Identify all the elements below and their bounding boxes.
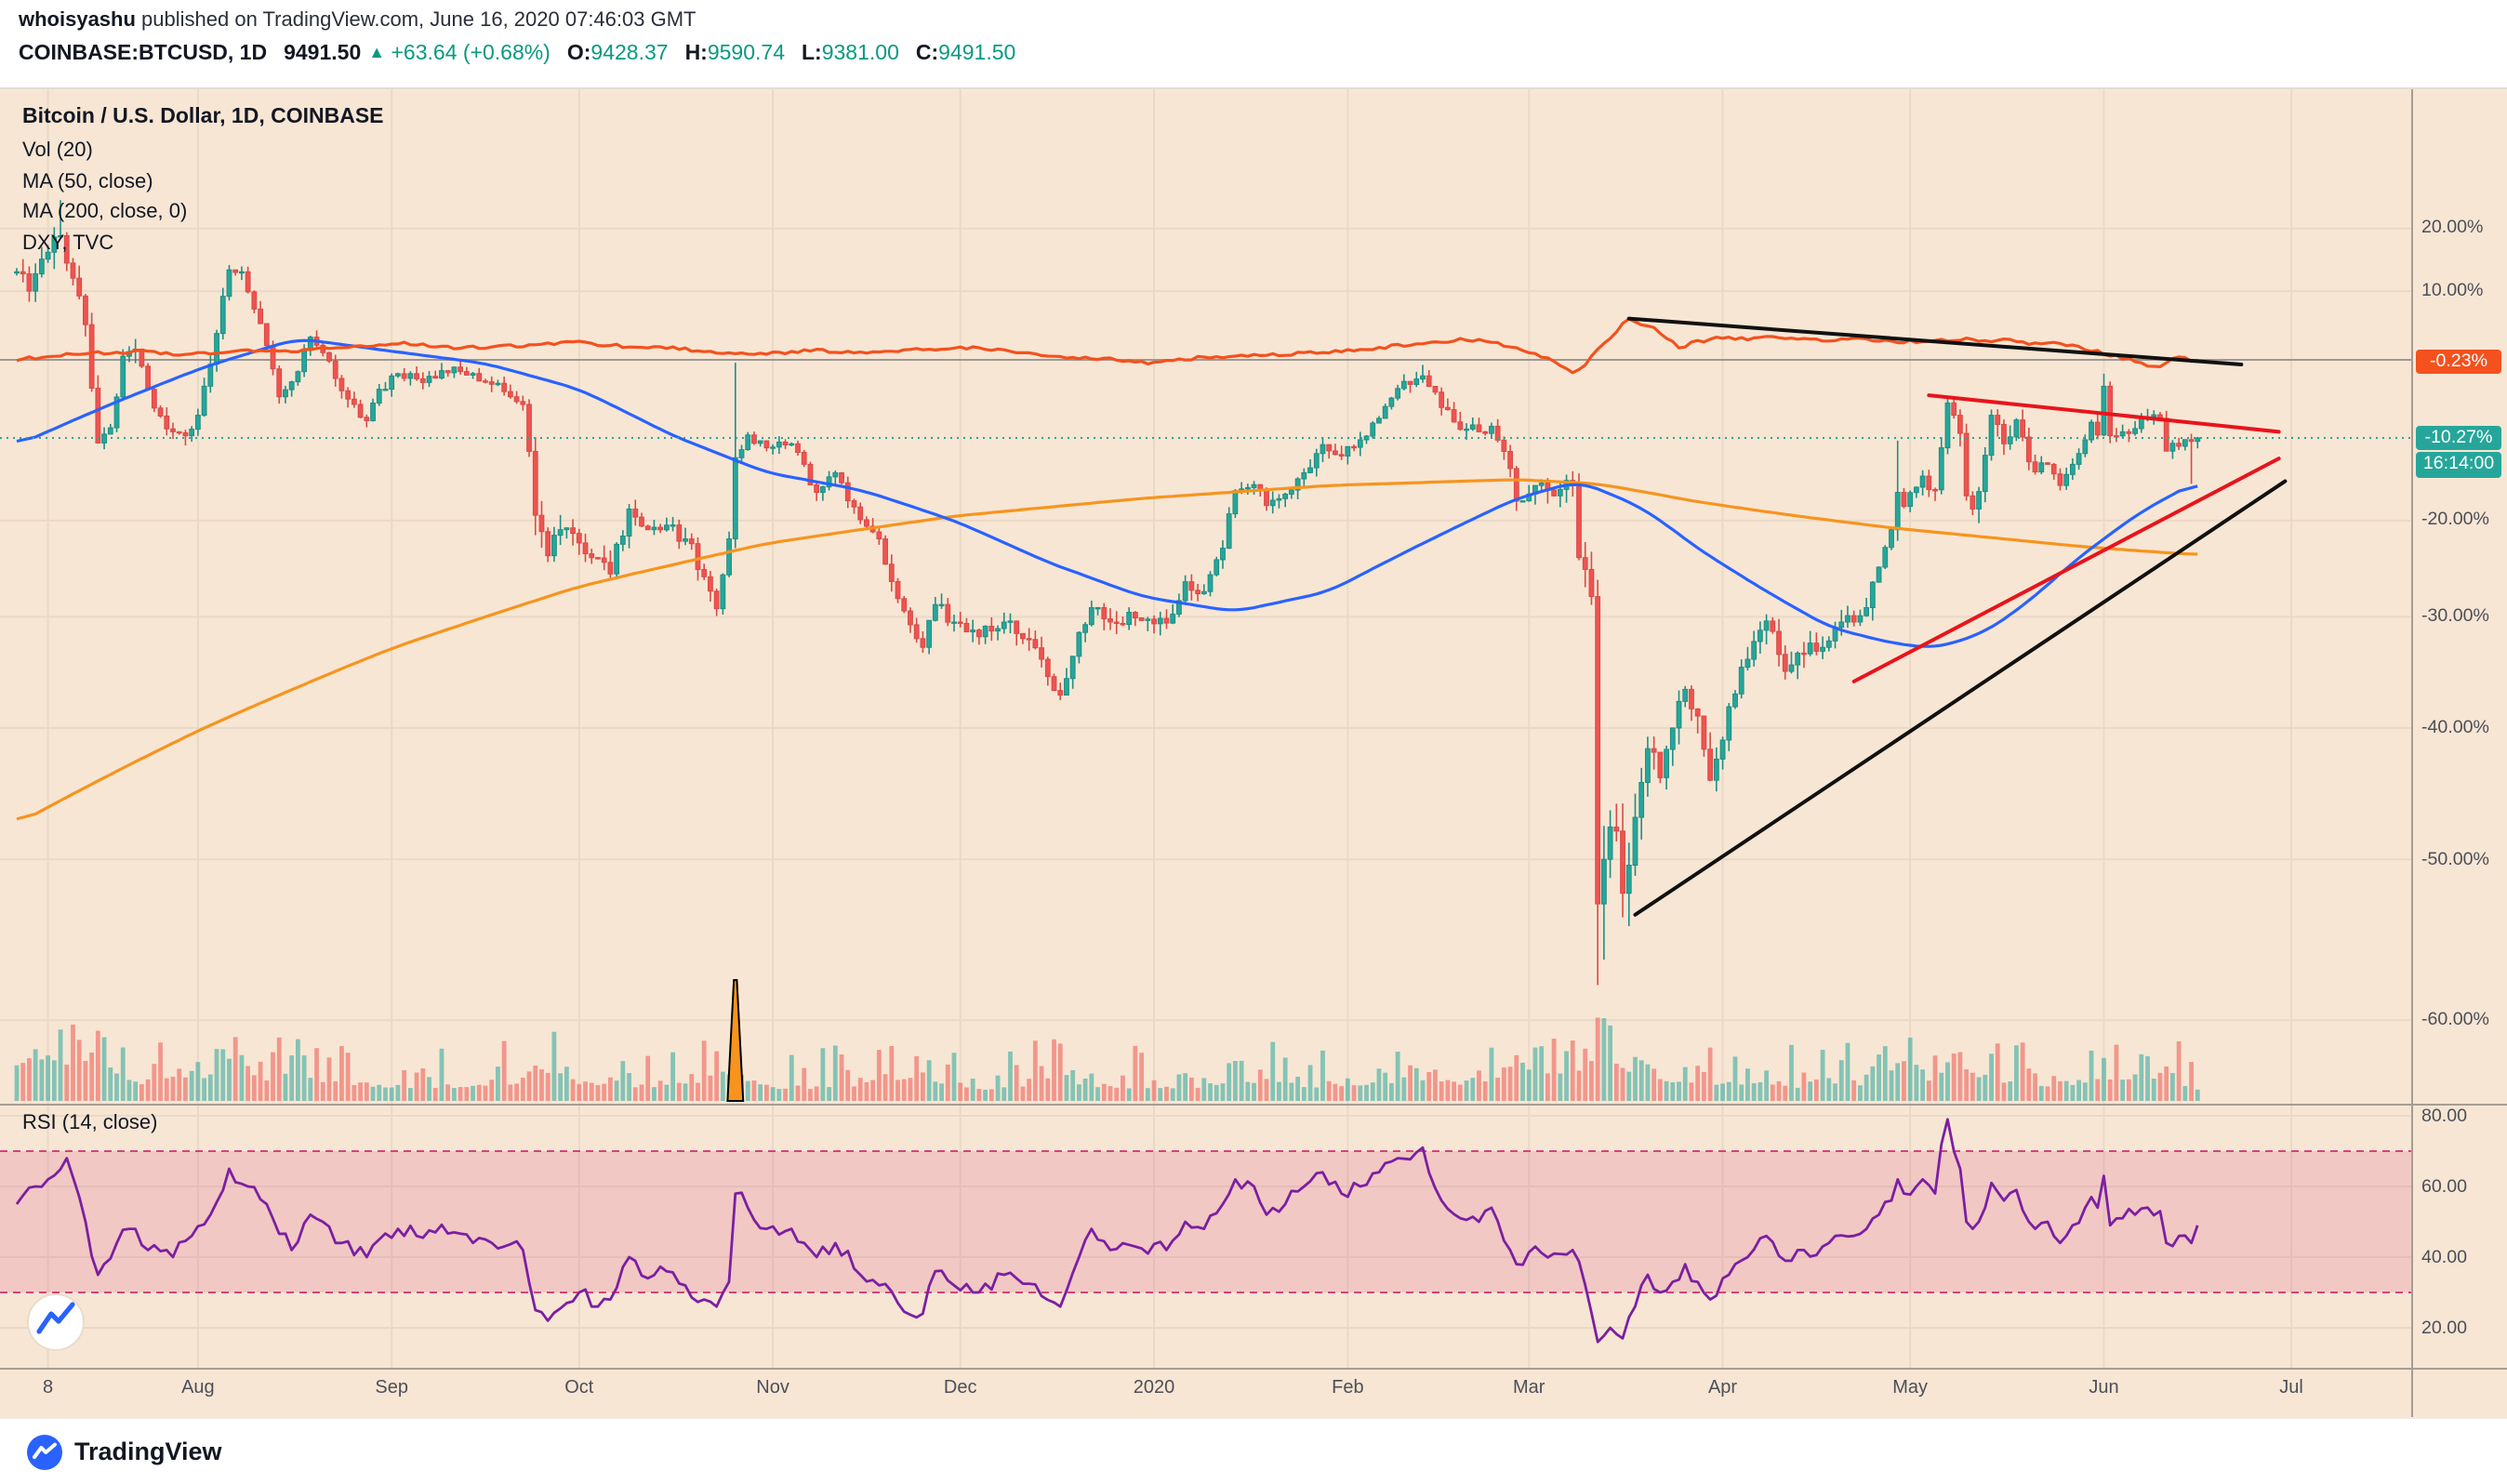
header: whoisyashu published on TradingView.com,…: [0, 0, 2507, 89]
time-axis-label: Feb: [1332, 1378, 1364, 1398]
low-label: L:: [802, 43, 822, 65]
byline-text: published on TradingView.com, June 16, 2…: [135, 9, 696, 32]
dxy-line: [16, 317, 2198, 375]
time-axis-label: Mar: [1512, 1378, 1545, 1398]
dxy-value-badge: -0.23%: [2416, 349, 2501, 375]
time-axis-label: May: [1892, 1378, 1929, 1398]
byline: whoisyashu published on TradingView.com,…: [19, 9, 696, 32]
chart-title[interactable]: Bitcoin / U.S. Dollar, 1D, COINBASE: [22, 106, 384, 128]
tradingview-watermark-icon[interactable]: [27, 1293, 85, 1351]
high-value: 9590.74: [707, 43, 785, 65]
price-tick-label: -40.00%: [2421, 717, 2489, 738]
time-axis-label: Jun: [2089, 1378, 2119, 1398]
time-axis-label: Apr: [1707, 1378, 1738, 1398]
chart-legend: Bitcoin / U.S. Dollar, 1D, COINBASE Vol …: [22, 106, 384, 258]
low-value: 9381.00: [821, 43, 899, 65]
time-axis-label: Sep: [375, 1378, 408, 1398]
volume-spike-highlight: [726, 979, 745, 1102]
symbol-name: COINBASE:BTCUSD, 1D: [19, 43, 268, 65]
price-scale[interactable]: 20.00% 10.00% -20.00% -30.00% -40.00% -50.00%…: [2412, 89, 2507, 1417]
rsi-tick-label: 80.00: [2421, 1106, 2468, 1126]
time-axis-label: 2020: [1133, 1378, 1175, 1398]
time-axis[interactable]: 8 Aug Sep Oct Nov Dec 2020 Feb Mar Apr May Jun Jul: [0, 1369, 2412, 1417]
indicator-ma50[interactable]: MA (50, close): [22, 170, 153, 192]
time-axis-label: Dec: [943, 1378, 977, 1398]
time-axis-label: Oct: [564, 1378, 594, 1398]
time-axis-label: 8: [43, 1378, 54, 1398]
footer: TradingView: [0, 1417, 2507, 1484]
grid-layer: [0, 89, 2412, 1369]
close-label: C:: [915, 43, 939, 65]
high-label: H:: [684, 43, 708, 65]
ma50-line: [16, 338, 2198, 648]
price-tick-label: -60.00%: [2421, 1010, 2489, 1031]
indicator-volume[interactable]: Vol (20): [22, 139, 93, 162]
price-change: +63.64 (+0.68%): [391, 43, 550, 65]
wedge-upper-red-trendline[interactable]: [1927, 393, 2281, 434]
bar-countdown-badge: 16:14:00: [2416, 452, 2501, 478]
indicator-ma200[interactable]: MA (200, close, 0): [22, 201, 188, 223]
last-price: 9491.50: [284, 43, 362, 65]
tradingview-brand[interactable]: TradingView: [74, 1438, 222, 1465]
author-link[interactable]: whoisyashu: [19, 9, 136, 32]
last-price-badge: -10.27%: [2416, 425, 2501, 451]
time-axis-label: Nov: [756, 1378, 789, 1398]
rsi-tick-label: 20.00: [2421, 1318, 2468, 1338]
btc-ascending-trendline[interactable]: [1633, 479, 2288, 917]
time-axis-label: Jul: [2279, 1378, 2303, 1398]
open-value: 9428.37: [590, 43, 669, 65]
close-value: 9491.50: [938, 43, 1016, 65]
ma200-line: [16, 478, 2198, 821]
chart-background: [0, 89, 2507, 1417]
rsi-line: [15, 1118, 2199, 1344]
time-axis-label: Aug: [181, 1378, 215, 1398]
rsi-tick-label: 60.00: [2421, 1176, 2468, 1197]
price-tick-label: 20.00%: [2421, 218, 2484, 239]
price-tick-label: -30.00%: [2421, 606, 2489, 628]
change-up-arrow-icon: ▲: [368, 43, 386, 61]
price-tick-label: -50.00%: [2421, 849, 2489, 870]
dxy-descending-trendline[interactable]: [1626, 316, 2244, 366]
indicator-dxy[interactable]: DXY, TVC: [22, 232, 114, 254]
candles-layer: [14, 200, 2201, 986]
tradingview-logo-icon[interactable]: [26, 1434, 63, 1471]
volume-layer: [14, 979, 2200, 1102]
symbol-quote-line: COINBASE:BTCUSD, 1D 9491.50 ▲ +63.64 (+0.6…: [19, 43, 1015, 65]
rsi-tick-label: 40.00: [2421, 1247, 2468, 1267]
price-tick-label: 10.00%: [2421, 281, 2484, 302]
price-tick-label: -20.00%: [2421, 510, 2489, 531]
rsi-label[interactable]: RSI (14, close): [22, 1112, 158, 1134]
wedge-lower-red-trendline[interactable]: [1851, 457, 2281, 683]
open-label: O:: [566, 43, 591, 65]
